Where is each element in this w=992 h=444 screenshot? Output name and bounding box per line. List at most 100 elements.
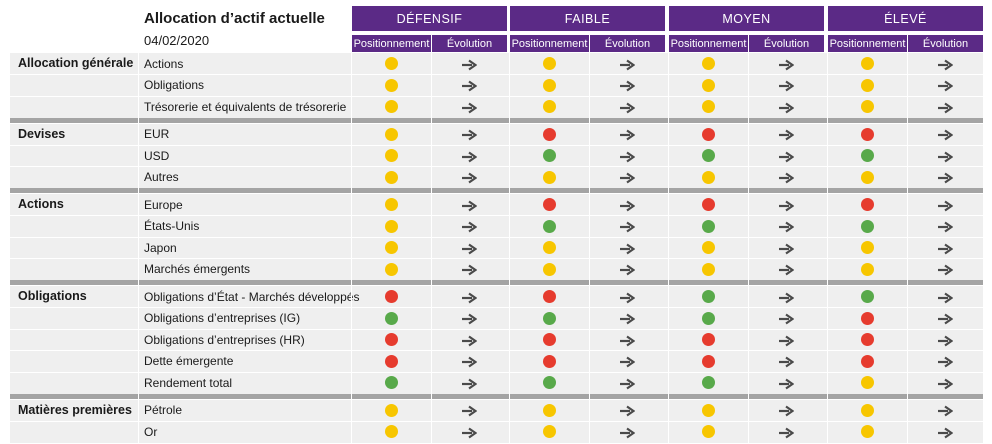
row-divider [10,328,983,330]
arrow-right-icon [778,404,795,417]
position-dot-green [385,311,398,325]
column-divider [431,53,432,443]
arrow-right-icon [619,404,636,417]
arrow-right-icon [461,79,478,92]
row-label: EUR [144,127,170,141]
table-row [10,350,983,372]
position-dot-red [861,311,874,325]
row-divider [10,166,983,167]
row-divider [10,144,983,146]
position-dot-yellow [385,100,398,114]
arrow-right-icon [461,312,478,325]
arrow-right-icon [778,171,795,184]
arrow-right-icon [461,58,478,71]
arrow-right-icon [937,404,954,417]
position-dot-yellow [861,100,874,114]
position-dot-yellow [543,403,556,417]
table-row [10,215,983,237]
arrow-right-icon [461,404,478,417]
position-dot-yellow [702,78,715,92]
arrow-right-icon [937,242,954,255]
arrow-right-icon [778,220,795,233]
position-dot-red [702,127,715,141]
position-dot-red [702,198,715,212]
row-label: Actions [144,56,184,71]
arrow-right-icon [619,171,636,184]
row-label: Obligations d’État - Marchés développés [144,289,360,304]
table-row [10,96,983,118]
position-dot-green [543,376,556,390]
position-dot-green [385,376,398,390]
arrow-right-icon [937,263,954,276]
position-dot-yellow [385,127,398,141]
arrow-right-icon [937,101,954,114]
arrow-right-icon [778,79,795,92]
section-separator [10,188,983,193]
position-dot-yellow [861,262,874,276]
position-dot-yellow [543,57,556,71]
evolution-header: Évolution [749,35,824,52]
section-separator [10,393,983,399]
row-divider [10,307,983,308]
position-dot-yellow [543,262,556,276]
section-separator [10,117,983,123]
arrow-right-icon [937,426,954,439]
position-dot-yellow [702,403,715,417]
arrow-right-icon [461,242,478,255]
position-dot-green [702,376,715,390]
position-dot-green [543,219,556,233]
section-separator [10,280,983,285]
evolution-header: Évolution [590,35,665,52]
category-label: Obligations [18,289,87,303]
row-divider [10,74,983,75]
arrow-right-icon [937,220,954,233]
position-dot-yellow [543,78,556,92]
position-dot-yellow [385,198,398,212]
arrow-right-icon [778,263,795,276]
arrow-right-icon [619,426,636,439]
position-dot-green [861,219,874,233]
row-label: Obligations d’entreprises (IG) [144,311,301,325]
row-divider [10,371,983,373]
evolution-header: Évolution [908,35,983,52]
arrow-right-icon [461,199,478,212]
column-divider [138,53,139,443]
position-dot-green [702,311,715,325]
table-row [10,307,983,329]
arrow-right-icon [461,263,478,276]
row-divider [10,215,983,216]
arrow-right-icon [778,58,795,71]
row-label: États-Unis [144,219,200,233]
position-dot-red [861,198,874,212]
profile-header: FAIBLE [510,6,665,31]
table-row [10,145,983,167]
arrow-right-icon [778,150,795,163]
position-dot-yellow [385,425,398,439]
row-label: Rendement total [144,375,233,390]
table-row [10,329,983,351]
arrow-right-icon [937,312,954,325]
arrow-right-icon [619,334,636,347]
positionnement-header: Positionnement [669,35,748,52]
position-dot-yellow [861,57,874,71]
position-dot-yellow [861,170,874,184]
row-label: Or [144,424,158,439]
row-label: Europe [144,197,183,212]
table-row [10,123,983,145]
table-row [10,421,983,443]
arrow-right-icon [619,58,636,71]
arrow-right-icon [461,128,478,141]
profile-header: MOYEN [669,6,824,31]
position-dot-red [861,333,874,347]
arrow-right-icon [619,220,636,233]
position-dot-red [543,354,556,368]
table-row [10,286,983,308]
position-dot-red [861,354,874,368]
positionnement-header: Positionnement [352,35,431,52]
arrow-right-icon [778,334,795,347]
profile-header: ÉLEVÉ [828,6,983,31]
arrow-right-icon [937,79,954,92]
position-dot-yellow [385,403,398,417]
position-dot-yellow [702,57,715,71]
arrow-right-icon [937,171,954,184]
